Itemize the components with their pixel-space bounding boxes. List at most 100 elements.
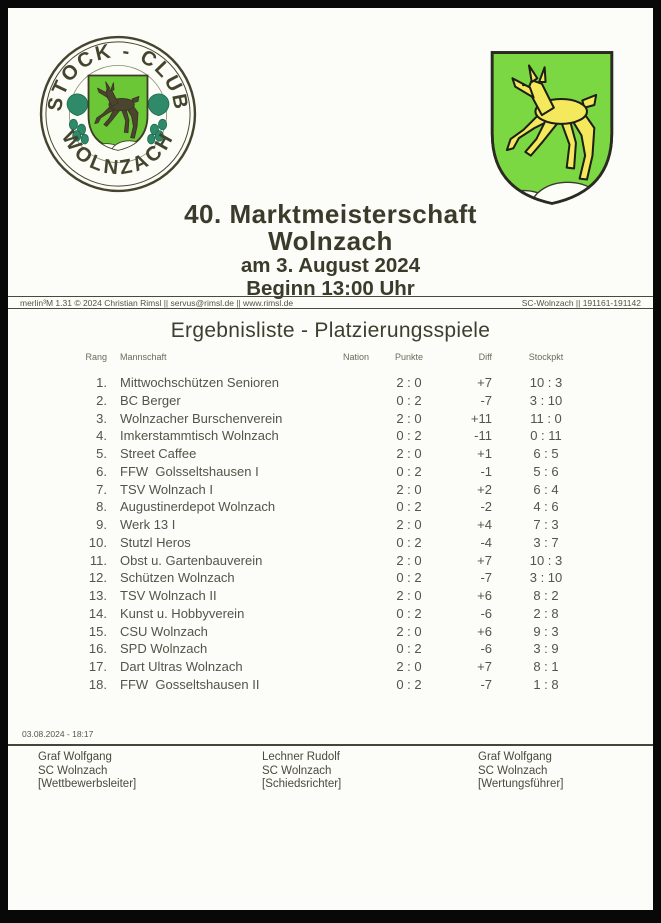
- title-line-1: 40. Marktmeisterschaft: [184, 199, 477, 229]
- cell-diff: -6: [480, 641, 492, 657]
- table-row: 13. TSV Wolnzach II 2 : 0 +6 8 : 2: [68, 587, 594, 605]
- cell-mannschaft: BC Berger: [120, 392, 181, 408]
- signature-block-wertungsfuehrer: Graf Wolfgang SC Wolnzach [Wertungsführe…: [478, 751, 653, 792]
- signature-role: [Wettbewerbsleiter]: [38, 778, 137, 790]
- table-row: 9. Werk 13 I 2 : 0 +4 7 : 3: [68, 516, 594, 534]
- cell-rang: 6.: [96, 463, 107, 479]
- cell-rang: 18.: [88, 676, 107, 692]
- cell-rang: 2.: [96, 392, 107, 408]
- cell-stockpkt: 6 : 4: [533, 481, 559, 497]
- column-header-stockpkt: Stockpkt: [528, 352, 564, 362]
- cell-stockpkt: 3 : 7: [533, 534, 559, 550]
- cell-punkte: 0 : 2: [396, 570, 422, 586]
- table-row: 12. Schützen Wolnzach 0 : 2 -7 3 : 10: [68, 569, 594, 587]
- cell-diff: -1: [480, 463, 492, 479]
- cell-punkte: 2 : 0: [396, 588, 422, 603]
- cell-mannschaft: TSV Wolnzach II: [120, 588, 217, 603]
- cell-mannschaft: Kunst u. Hobbyverein: [120, 605, 245, 621]
- deer-icon: [505, 64, 598, 181]
- coat-of-arms-graphic: [490, 51, 614, 205]
- cell-stockpkt: 6 : 5: [533, 446, 559, 461]
- cell-punkte: 2 : 0: [396, 517, 422, 532]
- results-header: Rang Mannschaft Nation Punkte Diff Stock…: [68, 352, 594, 372]
- signature-name: Graf Wolfgang: [478, 751, 552, 763]
- signature-role: [Schiedsrichter]: [262, 778, 342, 790]
- signature-name: Graf Wolfgang: [38, 751, 112, 763]
- cell-punkte: 2 : 0: [396, 552, 422, 568]
- cell-mannschaft: SPD Wolnzach: [120, 641, 208, 657]
- cell-diff: +7: [477, 375, 492, 390]
- cell-stockpkt: 10 : 3: [529, 552, 563, 568]
- cell-punkte: 2 : 0: [396, 446, 422, 461]
- cell-mannschaft: FFW Gosseltshausen II: [120, 676, 260, 692]
- cell-punkte: 0 : 2: [396, 428, 422, 444]
- table-row: 4. Imkerstammtisch Wolnzach 0 : 2 -11 0 : 11: [68, 427, 594, 445]
- cell-mannschaft: TSV Wolnzach I: [120, 481, 213, 497]
- column-header-mannschaft: Mannschaft: [120, 352, 167, 362]
- cell-diff: +2: [477, 481, 492, 497]
- title-line-2: Wolnzach: [268, 226, 393, 256]
- cell-rang: 7.: [96, 481, 107, 497]
- cell-mannschaft: Stutzl Heros: [120, 534, 191, 550]
- table-row: 10. Stutzl Heros 0 : 2 -4 3 : 7: [68, 534, 594, 552]
- cell-punkte: 2 : 0: [396, 623, 422, 639]
- table-row: 18. FFW Gosseltshausen II 0 : 2 -7 1 : 8: [68, 676, 594, 694]
- cell-rang: 14.: [88, 605, 107, 621]
- cell-stockpkt: 8 : 1: [533, 659, 559, 674]
- column-header-punkte: Punkte: [394, 352, 424, 362]
- cell-rang: 16.: [88, 641, 107, 657]
- cell-rang: 3.: [96, 410, 107, 426]
- signature-name: Lechner Rudolf: [262, 751, 340, 763]
- club-logo-graphic: STOCK - CLUB WOLNZACH: [39, 35, 197, 193]
- cell-stockpkt: 8 : 2: [533, 588, 559, 603]
- cell-rang: 4.: [96, 428, 107, 444]
- cell-diff: +6: [477, 623, 492, 639]
- title-line-3: am 3. August 2024: [240, 254, 421, 277]
- table-row: 14. Kunst u. Hobbyverein 0 : 2 -6 2 : 8: [68, 605, 594, 623]
- cell-stockpkt: 1 : 8: [533, 676, 559, 692]
- cell-diff: -11: [474, 428, 492, 444]
- signature-role: [Wertungsführer]: [478, 778, 564, 790]
- cell-stockpkt: 9 : 3: [533, 623, 559, 639]
- table-row: 5. Street Caffee 2 : 0 +1 6 : 5: [68, 445, 594, 463]
- table-row: 7. TSV Wolnzach I 2 : 0 +2 6 : 4: [68, 481, 594, 499]
- cell-mannschaft: Schützen Wolnzach: [120, 570, 235, 586]
- cell-stockpkt: 3 : 10: [529, 392, 563, 408]
- cell-mannschaft: Mittwochschützen Senioren: [120, 375, 279, 390]
- cell-rang: 8.: [96, 499, 107, 515]
- cell-mannschaft: Street Caffee: [120, 446, 197, 461]
- signature-club: SC Wolnzach: [38, 764, 108, 777]
- club-logo: STOCK - CLUB WOLNZACH: [37, 33, 199, 195]
- footer-divider: [8, 744, 653, 746]
- table-row: 2. BC Berger 0 : 2 -7 3 : 10: [68, 392, 594, 410]
- cell-rang: 1.: [96, 375, 107, 390]
- cell-diff: +1: [477, 446, 492, 461]
- cell-punkte: 0 : 2: [396, 534, 422, 550]
- cell-diff: +6: [477, 588, 492, 603]
- cell-diff: -4: [480, 534, 492, 550]
- cell-rang: 10.: [88, 534, 107, 550]
- cell-punkte: 2 : 0: [396, 375, 422, 390]
- results-rows: 1. Mittwochschützen Senioren 2 : 0 +7 10 : 3…: [68, 374, 594, 694]
- signature-club: SC Wolnzach: [478, 764, 548, 777]
- table-row: 1. Mittwochschützen Senioren 2 : 0 +7 10 : 3: [68, 374, 594, 392]
- title-block: 40. Marktmeisterschaft Wolnzach am 3. Au…: [8, 201, 653, 300]
- table-row: 8. Augustinerdepot Wolnzach 0 : 2 -2 4 : 6: [68, 498, 594, 516]
- cell-stockpkt: 4 : 6: [533, 499, 559, 515]
- cell-rang: 13.: [88, 588, 107, 603]
- cell-stockpkt: 0 : 11: [530, 428, 562, 444]
- cell-diff: -6: [480, 605, 492, 621]
- cell-punkte: 0 : 2: [396, 392, 422, 408]
- cell-punkte: 2 : 0: [396, 410, 422, 426]
- section-heading: Ergebnisliste - Platzierungsspiele: [170, 319, 491, 342]
- table-row: 11. Obst u. Gartenbauverein 2 : 0 +7 10 : 3: [68, 552, 594, 570]
- cell-punkte: 2 : 0: [396, 481, 422, 497]
- cell-rang: 17.: [88, 659, 107, 674]
- table-row: 16. SPD Wolnzach 0 : 2 -6 3 : 9: [68, 640, 594, 658]
- column-header-rang: Rang: [85, 352, 107, 362]
- cell-punkte: 0 : 2: [396, 605, 422, 621]
- cell-rang: 5.: [96, 446, 107, 461]
- cell-diff: -7: [480, 392, 492, 408]
- table-row: 6. FFW Golsseltshausen I 0 : 2 -1 5 : 6: [68, 463, 594, 481]
- cell-stockpkt: 3 : 10: [529, 570, 563, 586]
